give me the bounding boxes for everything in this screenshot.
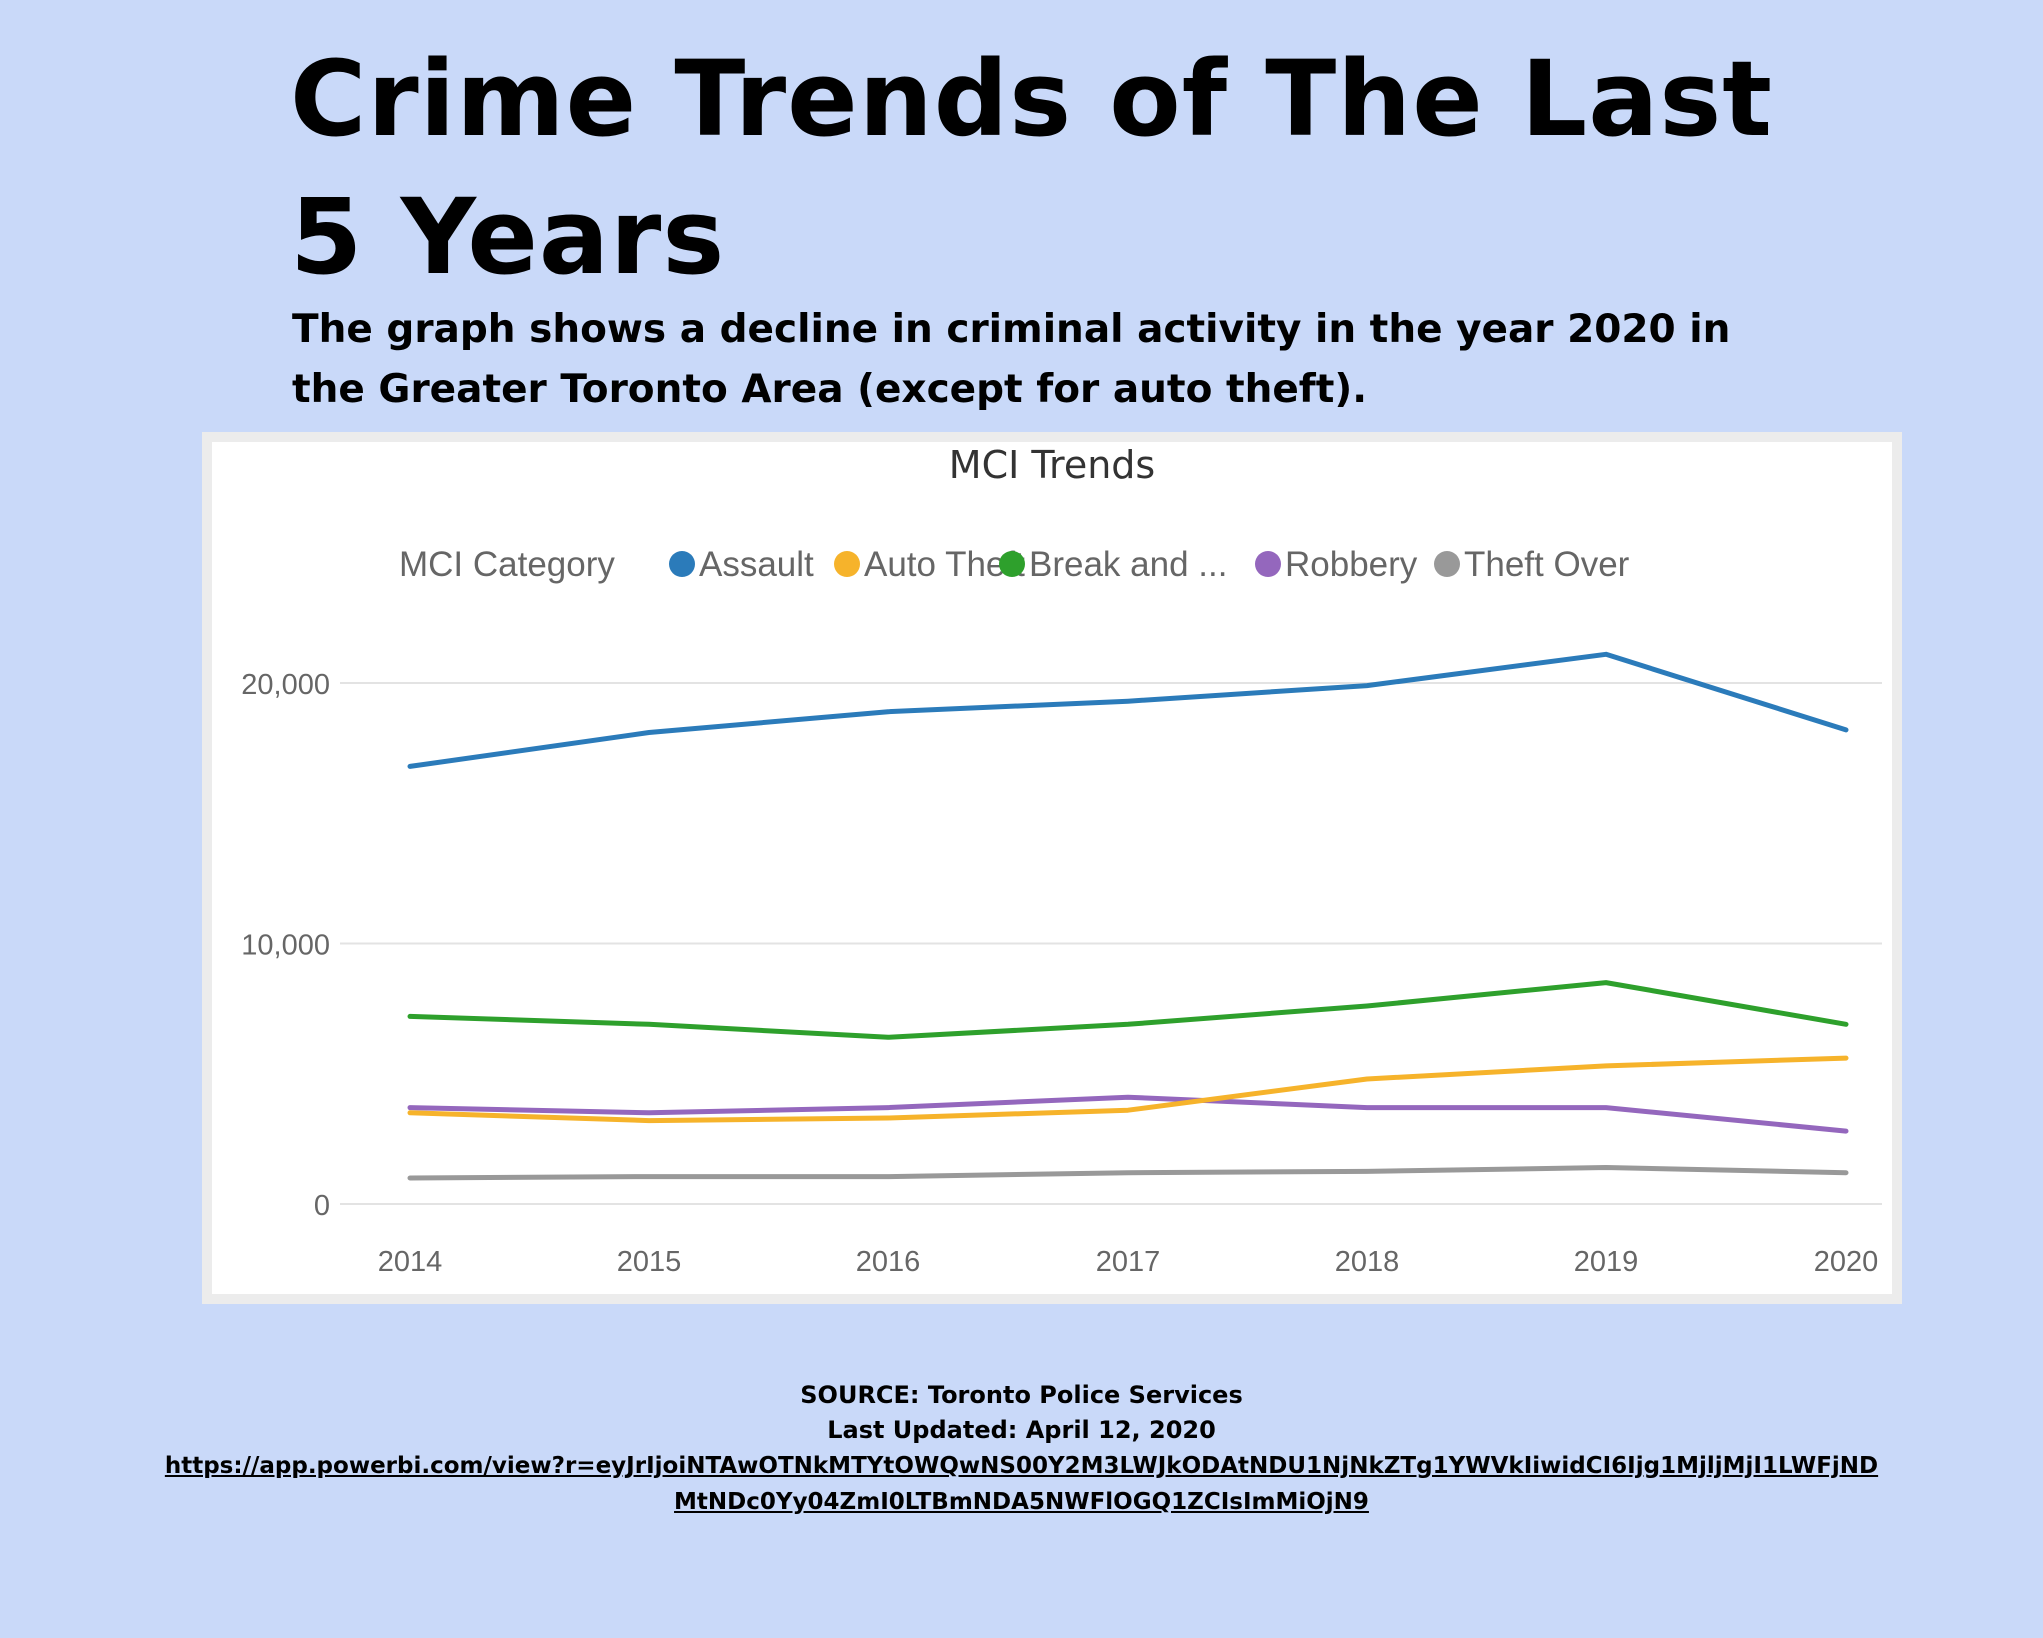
legend-marker-4: [1434, 551, 1460, 577]
legend-title: MCI Category: [399, 545, 615, 584]
y-tick-label-1: 10,000: [241, 930, 330, 962]
legend-label-3: Robbery: [1285, 545, 1418, 584]
x-tick-label-4: 2018: [1335, 1246, 1400, 1278]
legend-marker-2: [999, 551, 1025, 577]
x-tick-label-0: 2014: [378, 1246, 443, 1278]
title-line-2: 5 Years: [290, 176, 726, 298]
x-tick-label-5: 2019: [1574, 1246, 1639, 1278]
chart-panel: MCI Trends MCI Category Assault Auto Theft B…: [212, 442, 1892, 1294]
series-line-theft-over: [407, 1165, 1849, 1181]
y-tick-label-2: 20,000: [241, 669, 330, 701]
legend-label-1: Auto Theft: [864, 545, 1025, 584]
series-line-robbery: [407, 1094, 1849, 1134]
last-updated-text: Last Updated: April 12, 2020: [827, 1416, 1216, 1444]
chart-card: MCI Trends MCI Category Assault Auto Theft B…: [202, 432, 1902, 1304]
x-tick-label-1: 2015: [617, 1246, 682, 1278]
source-text: SOURCE: Toronto Police Services: [800, 1381, 1243, 1409]
x-tick-label-2: 2016: [856, 1246, 921, 1278]
legend-label-2: Break and ...: [1029, 545, 1227, 584]
legend-label-0: Assault: [699, 545, 814, 584]
x-tick-label-3: 2017: [1096, 1246, 1161, 1278]
legend-marker-3: [1255, 551, 1281, 577]
chart-title: MCI Trends: [949, 443, 1155, 487]
mci-trends-chart: MCI Trends MCI Category Assault Auto Theft B…: [241, 443, 1882, 1278]
title-line-1: Crime Trends of The Last: [290, 38, 1773, 160]
source-link[interactable]: https://app.powerbi.com/view?r=eyJrIjoiN…: [164, 1453, 1879, 1515]
series-line-assault: [407, 651, 1849, 769]
x-tick-label-6: 2020: [1814, 1246, 1879, 1278]
page-title: Crime Trends of The Last 5 Years: [290, 30, 1790, 306]
source-footer: SOURCE: Toronto Police Services Last Upd…: [0, 1378, 2043, 1520]
legend-marker-0: [669, 551, 695, 577]
y-tick-label-0: 0: [314, 1190, 330, 1222]
series-line-auto-theft: [407, 1055, 1849, 1124]
series-line-break-and-: [407, 980, 1849, 1040]
legend-label-4: Theft Over: [1464, 545, 1630, 584]
legend-marker-1: [834, 551, 860, 577]
page-subtitle: The graph shows a decline in criminal ac…: [292, 307, 1731, 412]
